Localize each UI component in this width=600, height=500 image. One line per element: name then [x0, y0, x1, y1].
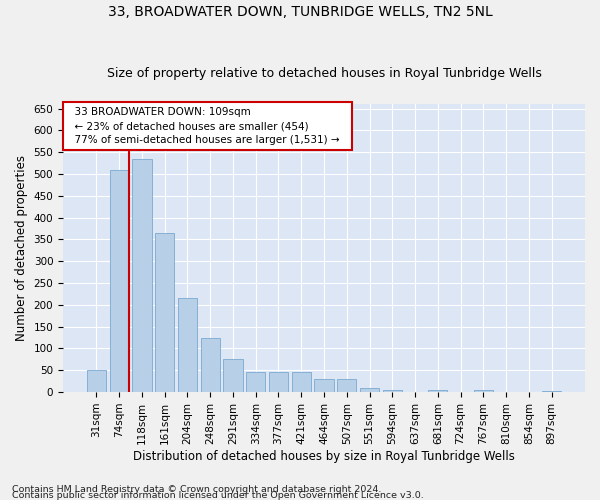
Bar [314, 379, 334, 392]
Text: 33, BROADWATER DOWN, TUNBRIDGE WELLS, TN2 5NL: 33, BROADWATER DOWN, TUNBRIDGE WELLS, TN… [107, 5, 493, 19]
Bar [360, 388, 379, 392]
Bar [178, 298, 197, 392]
Title: Size of property relative to detached houses in Royal Tunbridge Wells: Size of property relative to detached ho… [107, 66, 541, 80]
Bar [428, 390, 448, 392]
Y-axis label: Number of detached properties: Number of detached properties [15, 155, 28, 341]
Text: Contains public sector information licensed under the Open Government Licence v3: Contains public sector information licen… [12, 490, 424, 500]
Bar [246, 372, 265, 392]
Bar [155, 233, 175, 392]
X-axis label: Distribution of detached houses by size in Royal Tunbridge Wells: Distribution of detached houses by size … [133, 450, 515, 462]
Bar [292, 372, 311, 392]
Bar [383, 390, 402, 392]
Bar [269, 372, 288, 392]
Bar [337, 379, 356, 392]
Bar [542, 391, 561, 392]
Text: Contains HM Land Registry data © Crown copyright and database right 2024.: Contains HM Land Registry data © Crown c… [12, 484, 382, 494]
Bar [473, 390, 493, 392]
Bar [87, 370, 106, 392]
Bar [132, 159, 152, 392]
Bar [110, 170, 129, 392]
Text: 33 BROADWATER DOWN: 109sqm  
  ← 23% of detached houses are smaller (454)  
  77: 33 BROADWATER DOWN: 109sqm ← 23% of deta… [68, 107, 346, 145]
Bar [200, 338, 220, 392]
Bar [223, 360, 242, 392]
